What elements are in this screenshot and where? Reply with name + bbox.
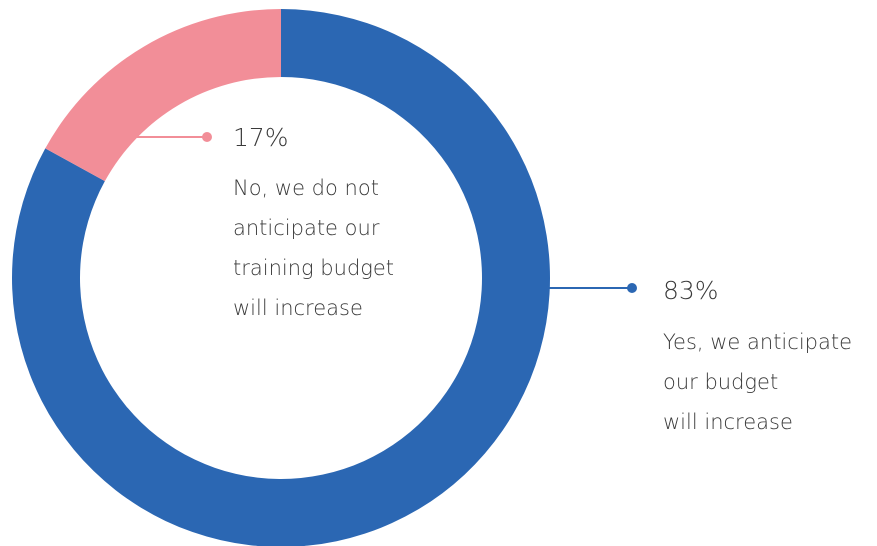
leader-dot xyxy=(202,132,212,142)
leader-dot xyxy=(627,283,637,293)
category-label: Yes, we anticipate our budget will incre… xyxy=(663,330,852,434)
donut-segment xyxy=(45,9,282,182)
value-label: 17% xyxy=(233,123,289,152)
category-label: No, we do not anticipate our training bu… xyxy=(233,176,395,320)
value-label: 83% xyxy=(663,276,719,305)
